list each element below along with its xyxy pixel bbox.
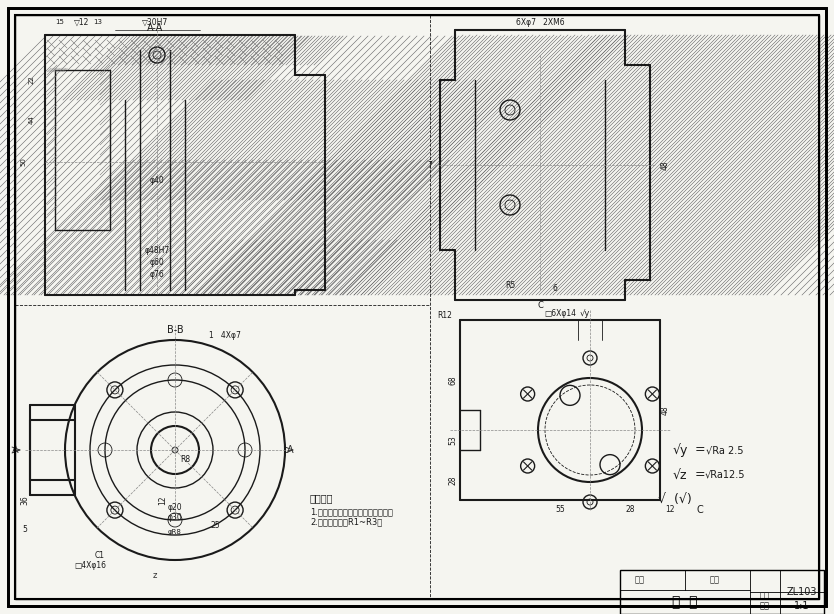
Text: 13: 13 [93,19,103,25]
Text: R12: R12 [438,311,452,319]
Text: A: A [12,445,18,455]
Text: A-A: A-A [147,23,163,33]
Text: 22: 22 [29,76,35,84]
Text: 2.未注铸造圆角R1~R3。: 2.未注铸造圆角R1~R3。 [310,518,382,526]
Text: √z: √z [673,468,687,481]
Text: 15: 15 [56,19,64,25]
Text: 55: 55 [555,505,565,515]
Text: φ40: φ40 [149,176,164,184]
Text: R5: R5 [505,281,515,289]
Text: 12: 12 [158,495,168,505]
Text: φ48H7: φ48H7 [144,246,169,254]
Text: 审核: 审核 [710,575,720,585]
Text: 6Xφ7   2XM6: 6Xφ7 2XM6 [515,18,565,26]
Text: √y: √y [580,308,590,317]
Text: 比例: 比例 [760,602,770,610]
Text: 53: 53 [449,435,458,445]
Text: 材料: 材料 [760,591,770,600]
Text: 48: 48 [661,160,670,170]
Text: =: = [695,468,706,481]
Text: 1.铸件应超声波处理，消除内应力；: 1.铸件应超声波处理，消除内应力； [310,508,393,516]
Text: 68: 68 [449,375,458,385]
Text: √Ra12.5: √Ra12.5 [705,470,746,480]
Text: 5: 5 [23,526,28,535]
Text: □6Xφ14: □6Xφ14 [544,308,576,317]
Text: C1: C1 [95,551,105,559]
Text: 12: 12 [666,505,675,515]
Text: □4Xφ16: □4Xφ16 [74,561,106,570]
Text: √y: √y [672,443,688,457]
Text: B-B: B-B [167,325,183,335]
Text: φ76: φ76 [149,270,164,279]
Text: φ20: φ20 [168,503,183,513]
Text: ZL103: ZL103 [786,587,817,597]
Text: 25: 25 [210,521,220,529]
Bar [620,570,824,614]
Text: 7: 7 [428,160,433,169]
Text: 1:1: 1:1 [794,601,810,611]
Text: 1   4Xφ7: 1 4Xφ7 [209,330,241,340]
Text: =: = [695,443,706,456]
Text: 制图: 制图 [635,575,645,585]
Text: √  (√): √ (√) [658,494,692,507]
Text: 48: 48 [661,405,670,415]
Text: φ60: φ60 [149,257,164,266]
Text: C: C [537,300,543,309]
Text: A: A [287,445,294,455]
Text: √Ra 2.5: √Ra 2.5 [706,445,744,455]
Text: ▽12: ▽12 [74,18,90,26]
Text: 技术要求: 技术要求 [310,493,334,503]
Text: φR8: φR8 [168,529,182,535]
Text: z: z [153,570,157,580]
Text: 44: 44 [29,115,35,125]
Text: 28: 28 [626,505,635,515]
Text: φ30: φ30 [168,513,183,523]
Text: 6: 6 [553,284,557,292]
Text: ▽30H7: ▽30H7 [142,18,168,26]
Text: 50: 50 [20,158,26,166]
Text: 36: 36 [21,495,29,505]
Text: C: C [696,505,703,515]
Text: R8: R8 [180,456,190,465]
Text: 壳  体: 壳 体 [672,595,698,609]
Text: 28: 28 [449,475,458,484]
